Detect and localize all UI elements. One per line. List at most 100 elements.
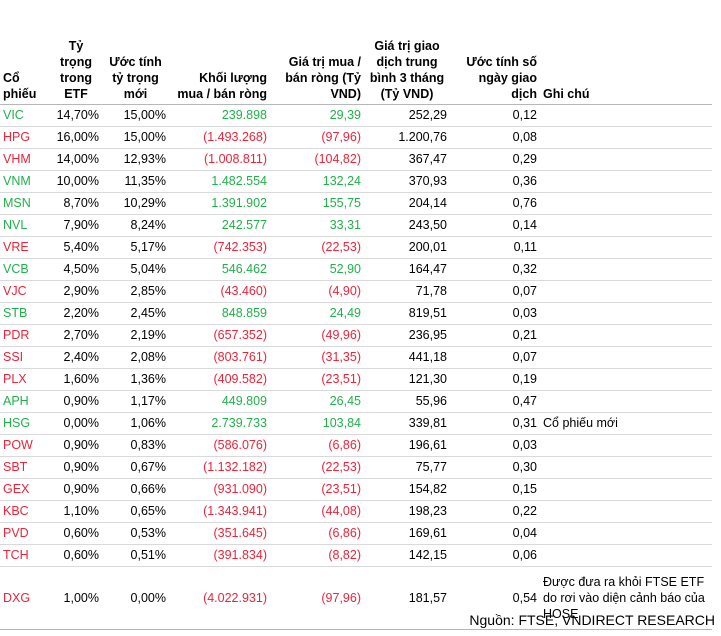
table-row: SSI 2,40% 2,08% (803.761) (31,35) 441,18 0,07 bbox=[0, 346, 712, 369]
ticker-cell: GEX bbox=[0, 478, 50, 501]
header-net-value: Giá trị mua / bán ròng (Tỷ VND) bbox=[270, 0, 364, 105]
weight-cell: 0,00% bbox=[50, 412, 102, 435]
weight-cell: 5,40% bbox=[50, 236, 102, 259]
table-row: TCH 0,60% 0,51% (391.834) (8,82) 142,15 0,06 bbox=[0, 544, 712, 567]
net-volume-cell: 449.809 bbox=[169, 390, 270, 413]
new-weight-cell: 1,06% bbox=[102, 412, 169, 435]
trading-days-cell: 0,03 bbox=[450, 434, 540, 457]
ticker-cell: NVL bbox=[0, 214, 50, 237]
table-row: VCB 4,50% 5,04% 546.462 52,90 164,47 0,32 bbox=[0, 258, 712, 281]
net-volume-cell: (409.582) bbox=[169, 368, 270, 391]
ticker-cell: SSI bbox=[0, 346, 50, 369]
ticker-cell: HSG bbox=[0, 412, 50, 435]
net-value-cell: 29,39 bbox=[270, 104, 364, 127]
header-net-volume: Khối lượng mua / bán ròng bbox=[169, 0, 270, 105]
net-value-cell: (22,53) bbox=[270, 236, 364, 259]
note-cell bbox=[540, 258, 712, 281]
net-value-cell: (23,51) bbox=[270, 368, 364, 391]
net-value-cell: (97,96) bbox=[270, 566, 364, 630]
net-value-cell: (23,51) bbox=[270, 478, 364, 501]
avg-value-cell: 236,95 bbox=[364, 324, 450, 347]
ticker-cell: APH bbox=[0, 390, 50, 413]
trading-days-cell: 0,14 bbox=[450, 214, 540, 237]
trading-days-cell: 0,21 bbox=[450, 324, 540, 347]
net-volume-cell: 1.482.554 bbox=[169, 170, 270, 193]
note-cell bbox=[540, 148, 712, 171]
net-volume-cell: (1.008.811) bbox=[169, 148, 270, 171]
header-note: Ghi chú bbox=[540, 0, 712, 105]
trading-days-cell: 0,36 bbox=[450, 170, 540, 193]
trading-days-cell: 0,31 bbox=[450, 412, 540, 435]
table-row: VHM 14,00% 12,93% (1.008.811) (104,82) 367,47… bbox=[0, 148, 712, 171]
weight-cell: 16,00% bbox=[50, 126, 102, 149]
note-cell bbox=[540, 302, 712, 325]
note-cell bbox=[540, 126, 712, 149]
net-value-cell: 132,24 bbox=[270, 170, 364, 193]
net-value-cell: 52,90 bbox=[270, 258, 364, 281]
trading-days-cell: 0,47 bbox=[450, 390, 540, 413]
trading-days-cell: 0,12 bbox=[450, 104, 540, 127]
net-value-cell: 33,31 bbox=[270, 214, 364, 237]
note-cell bbox=[540, 522, 712, 545]
ticker-cell: PDR bbox=[0, 324, 50, 347]
weight-cell: 14,00% bbox=[50, 148, 102, 171]
ticker-cell: POW bbox=[0, 434, 50, 457]
net-value-cell: (4,90) bbox=[270, 280, 364, 303]
avg-value-cell: 164,47 bbox=[364, 258, 450, 281]
note-cell: Được đưa ra khỏi FTSE ETF do rơi vào diệ… bbox=[540, 566, 712, 630]
avg-value-cell: 196,61 bbox=[364, 434, 450, 457]
weight-cell: 0,90% bbox=[50, 478, 102, 501]
net-volume-cell: (657.352) bbox=[169, 324, 270, 347]
avg-value-cell: 367,47 bbox=[364, 148, 450, 171]
trading-days-cell: 0,19 bbox=[450, 368, 540, 391]
net-value-cell: (104,82) bbox=[270, 148, 364, 171]
header-avg-value: Giá trị giao dịch trung bình 3 tháng (Tỷ… bbox=[364, 0, 450, 105]
note-cell bbox=[540, 280, 712, 303]
weight-cell: 1,10% bbox=[50, 500, 102, 523]
new-weight-cell: 15,00% bbox=[102, 126, 169, 149]
new-weight-cell: 10,29% bbox=[102, 192, 169, 215]
avg-value-cell: 71,78 bbox=[364, 280, 450, 303]
new-weight-cell: 0,00% bbox=[102, 566, 169, 630]
weight-cell: 2,40% bbox=[50, 346, 102, 369]
table-row: APH 0,90% 1,17% 449.809 26,45 55,96 0,47 bbox=[0, 390, 712, 413]
net-volume-cell: (1.493.268) bbox=[169, 126, 270, 149]
net-volume-cell: 848.859 bbox=[169, 302, 270, 325]
new-weight-cell: 0,65% bbox=[102, 500, 169, 523]
note-cell bbox=[540, 214, 712, 237]
avg-value-cell: 142,15 bbox=[364, 544, 450, 567]
ticker-cell: VJC bbox=[0, 280, 50, 303]
weight-cell: 1,00% bbox=[50, 566, 102, 630]
weight-cell: 0,60% bbox=[50, 522, 102, 545]
net-volume-cell: (351.645) bbox=[169, 522, 270, 545]
new-weight-cell: 5,17% bbox=[102, 236, 169, 259]
net-value-cell: 103,84 bbox=[270, 412, 364, 435]
note-cell: Cổ phiếu mới bbox=[540, 412, 712, 435]
new-weight-cell: 11,35% bbox=[102, 170, 169, 193]
trading-days-cell: 0,06 bbox=[450, 544, 540, 567]
new-weight-cell: 2,08% bbox=[102, 346, 169, 369]
note-cell bbox=[540, 346, 712, 369]
net-volume-cell: 239.898 bbox=[169, 104, 270, 127]
weight-cell: 10,00% bbox=[50, 170, 102, 193]
new-weight-cell: 1,17% bbox=[102, 390, 169, 413]
table-row: HPG 16,00% 15,00% (1.493.268) (97,96) 1.200,7… bbox=[0, 126, 712, 149]
note-cell bbox=[540, 192, 712, 215]
trading-days-cell: 0,30 bbox=[450, 456, 540, 479]
weight-cell: 2,70% bbox=[50, 324, 102, 347]
table-row: PDR 2,70% 2,19% (657.352) (49,96) 236,95 0,21 bbox=[0, 324, 712, 347]
table-row: GEX 0,90% 0,66% (931.090) (23,51) 154,82 0,15 bbox=[0, 478, 712, 501]
ticker-cell: VCB bbox=[0, 258, 50, 281]
ticker-cell: DXG bbox=[0, 566, 50, 630]
avg-value-cell: 154,82 bbox=[364, 478, 450, 501]
trading-days-cell: 0,04 bbox=[450, 522, 540, 545]
etf-rebalance-table: Cổ phiếu Tỷ trọng trong ETF Ước tính tỷ … bbox=[0, 0, 712, 630]
avg-value-cell: 181,57 bbox=[364, 566, 450, 630]
net-value-cell: (6,86) bbox=[270, 434, 364, 457]
new-weight-cell: 2,19% bbox=[102, 324, 169, 347]
avg-value-cell: 441,18 bbox=[364, 346, 450, 369]
ticker-cell: VHM bbox=[0, 148, 50, 171]
table-row: SBT 0,90% 0,67% (1.132.182) (22,53) 75,77 0,30 bbox=[0, 456, 712, 479]
new-weight-cell: 8,24% bbox=[102, 214, 169, 237]
table-row: POW 0,90% 0,83% (586.076) (6,86) 196,61 0,03 bbox=[0, 434, 712, 457]
